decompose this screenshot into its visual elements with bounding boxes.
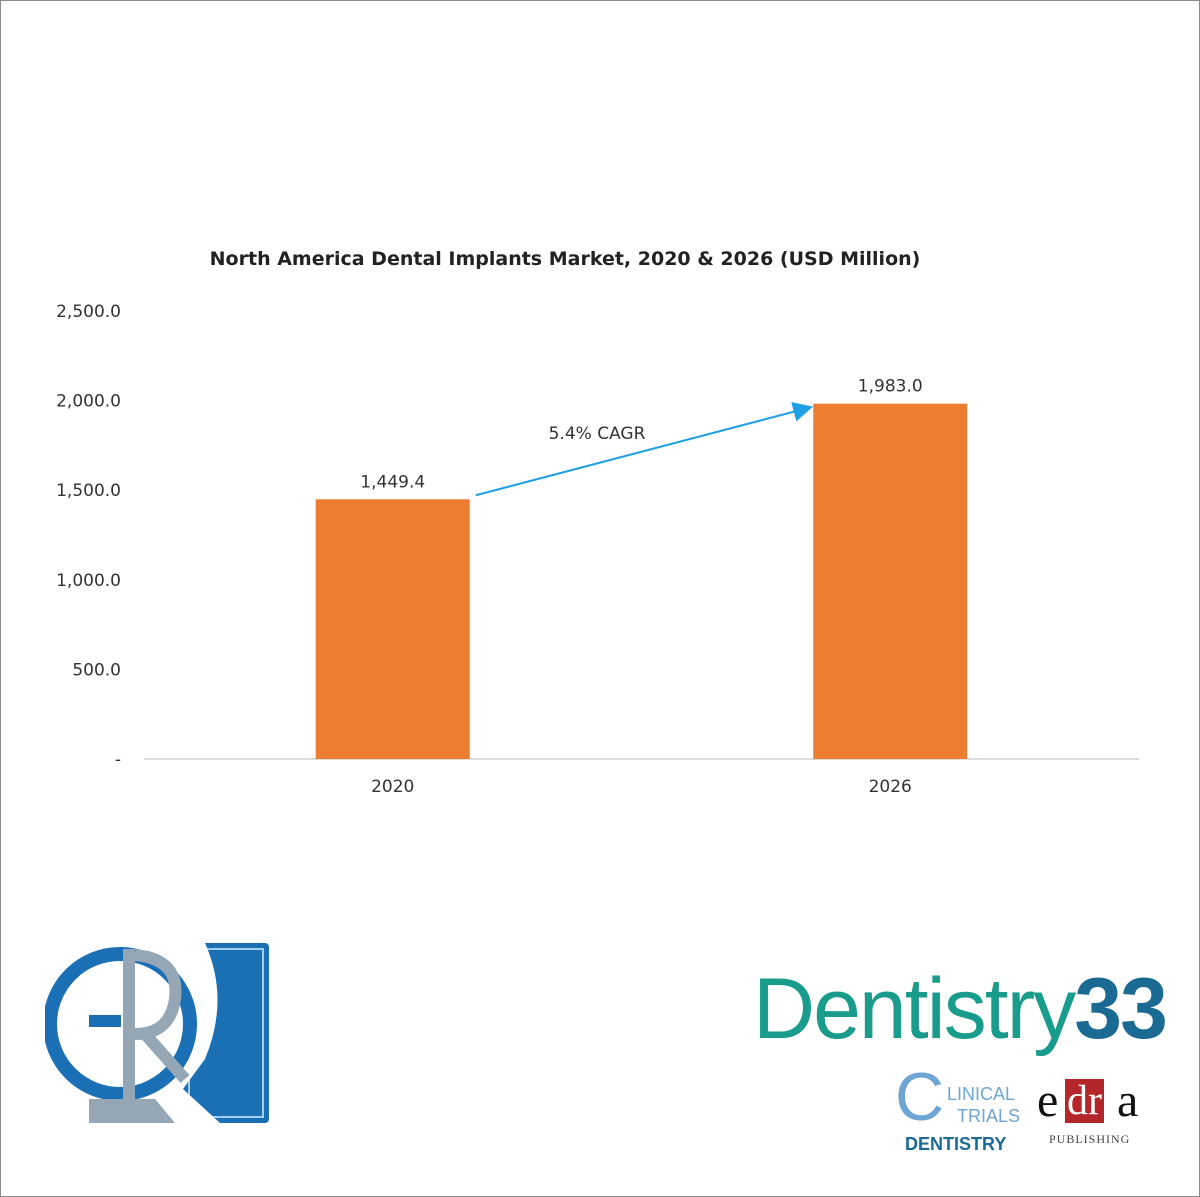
edra-publishing: PUBLISHING [1049, 1132, 1131, 1146]
ct-line3: DENTISTRY [905, 1134, 1007, 1154]
bar-2026 [813, 403, 968, 759]
y-tick-label: 500.0 [72, 660, 121, 680]
y-axis: - 500.0 1,000.0 1,500.0 2,000.0 2,500.0 [56, 302, 121, 770]
edra-logo: e dr a PUBLISHING [1037, 1077, 1167, 1157]
x-tick-label: 2026 [869, 777, 912, 797]
cagr-annotation: 5.4% CAGR [549, 424, 646, 444]
data-label: 1,449.4 [360, 472, 425, 492]
bar-chart: North America Dental Implants Market, 20… [56, 248, 1139, 797]
y-tick-label: 1,000.0 [56, 571, 121, 591]
bar-2020 [315, 499, 470, 759]
clinical-trials-logo: C LINICAL TRIALS DENTISTRY [895, 1063, 1031, 1157]
data-label: 1,983.0 [858, 377, 923, 397]
bars: 1,449.4 2020 1,983.0 2026 [315, 377, 968, 797]
chart-title: North America Dental Implants Market, 20… [210, 248, 921, 270]
ct-line1: LINICAL [947, 1084, 1016, 1104]
dentistry33-logo: Dentistry33 [753, 966, 1168, 1052]
dentistry33-word: Dentistry [753, 961, 1076, 1057]
edra-dr: dr [1065, 1078, 1104, 1124]
ct-c: C [895, 1059, 945, 1135]
y-tick-label: 1,500.0 [56, 481, 121, 501]
x-tick-label: 2020 [371, 777, 414, 797]
edra-a: a [1117, 1074, 1139, 1127]
y-tick-label: 2,500.0 [56, 302, 121, 322]
y-tick-label: - [115, 750, 121, 770]
ct-line2: TRIALS [957, 1106, 1021, 1126]
y-tick-label: 2,000.0 [56, 392, 121, 412]
gr-logo: GR [45, 943, 269, 1123]
edra-e: e [1037, 1074, 1059, 1127]
cagr-arrow [475, 402, 814, 497]
dentistry33-number: 33 [1074, 961, 1168, 1057]
